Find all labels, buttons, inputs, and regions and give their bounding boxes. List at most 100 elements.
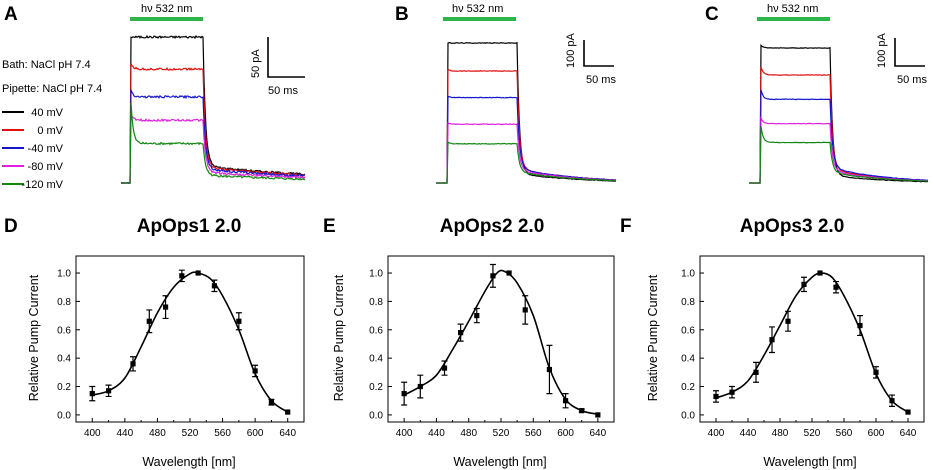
panel-label-c: C: [705, 4, 719, 25]
pipette-label: Pipette: NaCl pH 7.4: [2, 83, 102, 95]
trace-a-3: [120, 114, 306, 184]
x-tick-label: 480: [149, 428, 166, 439]
data-point: [146, 318, 152, 324]
data-point: [889, 398, 895, 404]
scale-y-b: 100 pA: [565, 32, 577, 68]
trace-c-4: [748, 126, 929, 184]
stim-bar-c: [757, 17, 830, 21]
x-tick-label: 440: [740, 428, 757, 439]
stim-label-b: hν 532 nm: [452, 3, 503, 15]
data-point: [769, 337, 775, 343]
fit-curve-f: [715, 272, 909, 413]
traces-b: [435, 41, 617, 184]
trace-a-0: [120, 34, 306, 184]
y-tick-label: 1.0: [57, 269, 71, 280]
scale-x-a: 50 ms: [268, 85, 298, 97]
x-tick-label: 480: [772, 428, 789, 439]
data-point: [474, 312, 480, 319]
panel-label-a: A: [4, 4, 18, 25]
y-tick-label: 0.0: [57, 410, 71, 421]
y-tick-label: 0.8: [369, 297, 383, 308]
scale-y-a: 50 pA: [250, 49, 262, 78]
data-point: [441, 365, 448, 371]
y-tick-label: 0.4: [57, 354, 71, 365]
data-point: [562, 398, 569, 404]
x-axis-label-f: Wavelength [nm]: [763, 455, 856, 469]
spectrum-panel-f: ApOps3 2.0 Relative Pump Current Wavelen…: [646, 216, 925, 469]
data-point: [401, 391, 407, 397]
scale-y-c: 100 pA: [876, 32, 888, 68]
x-tick-label: 400: [396, 428, 413, 439]
legend-label: -40 mV: [28, 143, 64, 155]
data-point: [817, 270, 823, 276]
y-tick-label: 0.2: [57, 382, 71, 393]
panel-label-b: B: [395, 4, 409, 25]
panel-label-d: D: [4, 216, 18, 237]
stim-bar-a: [130, 17, 203, 21]
trace-b-3: [435, 121, 617, 184]
x-tick-label: 560: [214, 428, 231, 439]
data-point: [833, 284, 839, 290]
x-tick-label: 440: [117, 428, 134, 439]
data-point: [211, 283, 218, 289]
trace-panel-b: hν 532 nm 100 pA 50 ms: [435, 3, 617, 184]
y-tick-label: 0.2: [369, 382, 383, 393]
data-point: [130, 361, 136, 367]
stim-bar-b: [443, 17, 516, 21]
y-tick-label: 0.0: [681, 410, 695, 421]
trace-b-4: [435, 141, 617, 184]
x-tick-label: 600: [557, 428, 574, 439]
trace-b-0: [435, 41, 617, 184]
plot-frame-d: [75, 255, 305, 423]
panel-label-f: F: [620, 216, 632, 237]
data-point: [857, 322, 863, 329]
y-tick-label: 0.6: [681, 325, 695, 336]
legend-label: 40 mV: [31, 107, 63, 119]
scale-bar-c: [894, 38, 925, 67]
data-point: [195, 270, 201, 276]
spectrum-panel-e: ApOps2 2.0 Relative Pump Current Wavelen…: [332, 216, 615, 469]
data-point: [236, 318, 242, 324]
y-axis-label-d: Relative Pump Current: [27, 274, 41, 401]
trace-a-1: [120, 63, 306, 184]
x-tick-label: 520: [182, 428, 199, 439]
plot-frame-f: [699, 255, 925, 423]
data-point: [490, 273, 496, 279]
legend-label: -80 mV: [28, 161, 64, 173]
y-tick-label: 1.0: [681, 269, 695, 280]
panel-label-e: E: [323, 216, 336, 237]
data-point: [268, 399, 275, 405]
data-point: [506, 270, 512, 276]
data-point: [162, 304, 169, 310]
data-point: [873, 369, 879, 375]
data-point: [105, 388, 112, 394]
traces-c: [748, 43, 929, 184]
chart-title-e: ApOps2 2.0: [440, 216, 545, 237]
trace-a-2: [120, 89, 306, 184]
data-point: [522, 307, 528, 313]
x-tick-label: 400: [84, 428, 101, 439]
bath-label: Bath: NaCl pH 7.4: [2, 59, 91, 71]
scale-bar-a: [267, 37, 305, 78]
legend-label: 0 mV: [37, 125, 63, 137]
plot-frame-e: [387, 255, 615, 423]
scale-x-c: 50 ms: [897, 74, 927, 86]
data-point: [579, 408, 585, 414]
y-tick-label: 0.8: [681, 297, 695, 308]
fit-curve-e: [403, 269, 599, 415]
y-axis-label-e: Relative Pump Current: [332, 274, 346, 401]
data-point: [785, 318, 791, 324]
x-tick-label: 640: [590, 428, 607, 439]
trace-b-1: [435, 68, 617, 184]
x-axis-label-e: Wavelength [nm]: [453, 455, 546, 469]
stim-label-a: hν 532 nm: [141, 3, 192, 15]
x-tick-label: 440: [428, 428, 445, 439]
traces-a: [120, 34, 306, 184]
chart-title-d: ApOps1 2.0: [137, 216, 242, 237]
data-point: [801, 281, 807, 287]
y-axis-label-f: Relative Pump Current: [646, 274, 660, 401]
data-point: [417, 383, 423, 390]
x-tick-label: 600: [868, 428, 885, 439]
x-tick-label: 520: [493, 428, 510, 439]
x-tick-label: 560: [525, 428, 542, 439]
